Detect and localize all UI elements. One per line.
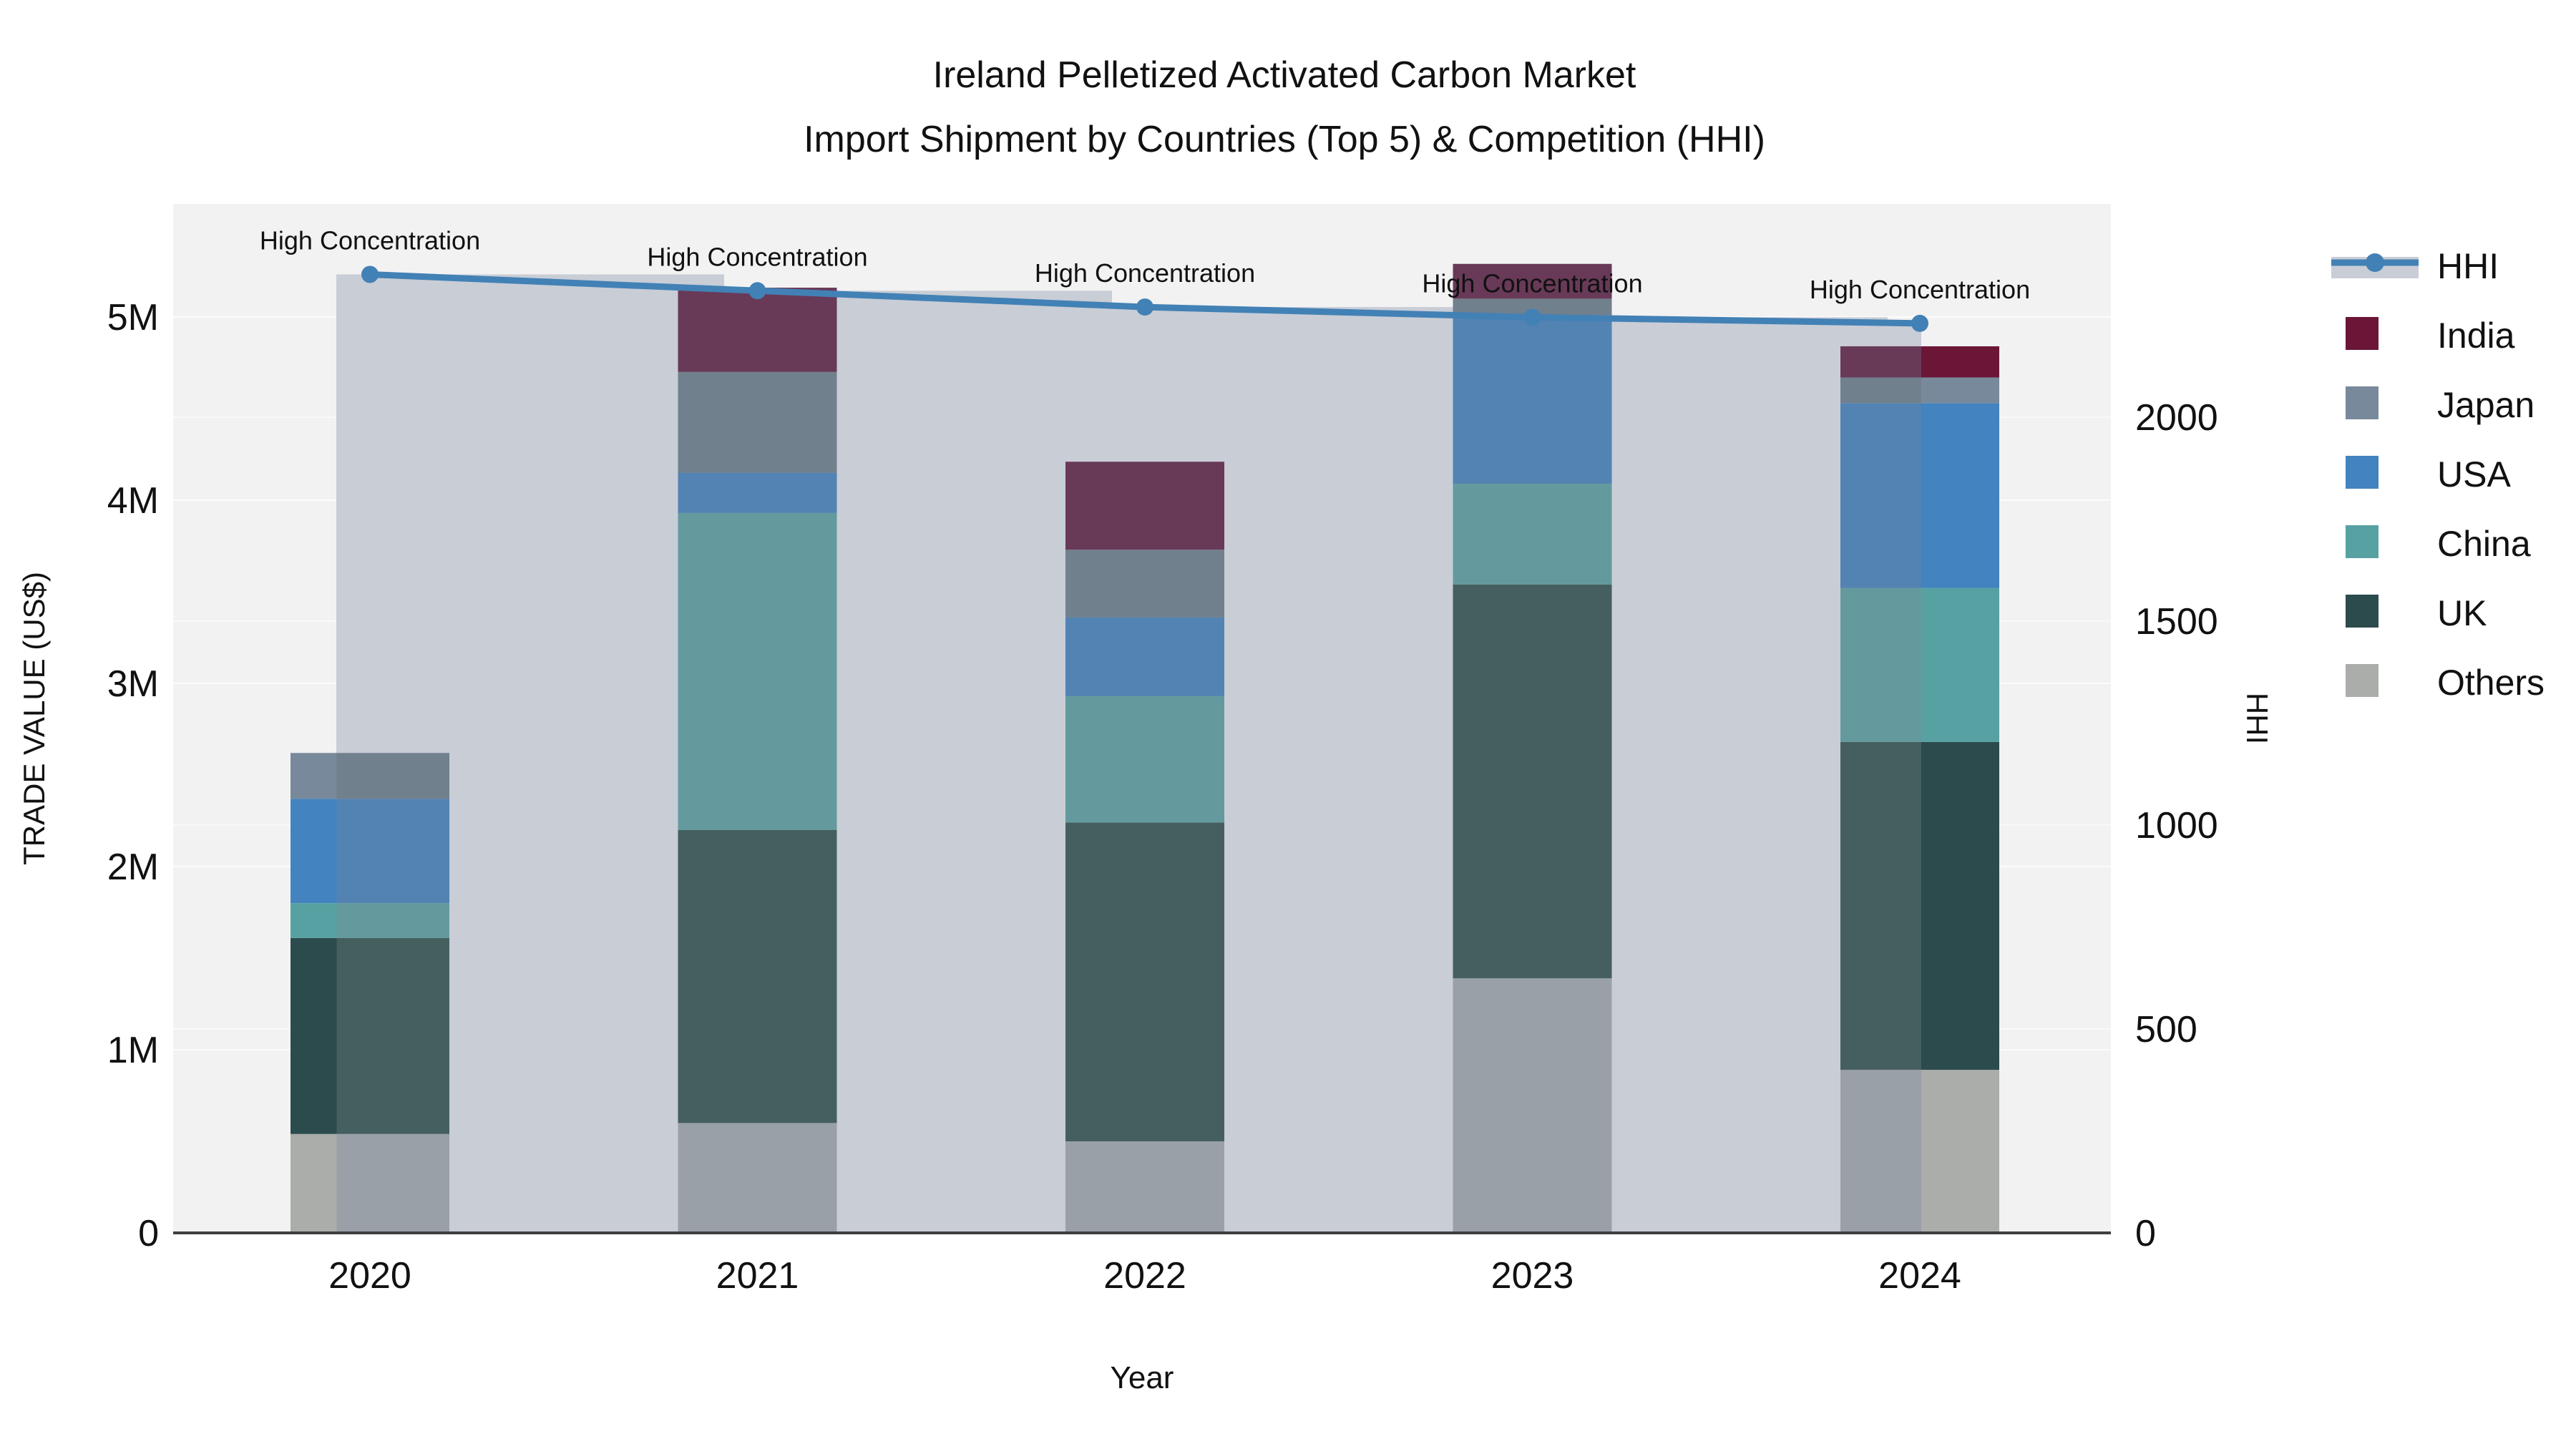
bar-segment-2021-usa[interactable]: [678, 472, 837, 513]
bar-segment-2023-uk[interactable]: [1453, 584, 1612, 979]
x-axis-title: Year: [1111, 1360, 1174, 1395]
x-tick-2020[interactable]: 2020: [328, 1255, 411, 1297]
y2-axis-title: HHI: [2240, 693, 2274, 744]
bar-segment-2023-china[interactable]: [1453, 483, 1612, 585]
stacked-bars: [291, 263, 1999, 1233]
bar-segment-2024-india[interactable]: [1840, 346, 1999, 378]
chart-title-line1: Ireland Pelletized Activated Carbon Mark…: [933, 54, 1636, 96]
legend-swatch-japan: [2346, 386, 2379, 419]
hhi-point-2022[interactable]: [1136, 298, 1153, 316]
bar-segment-2022-others[interactable]: [1065, 1141, 1224, 1233]
legend-label-uk: UK: [2437, 593, 2487, 633]
bar-segment-2022-japan[interactable]: [1065, 550, 1224, 618]
bar-segment-2022-uk[interactable]: [1065, 822, 1224, 1141]
hhi-point-2021[interactable]: [748, 282, 766, 300]
legend-label-others: Others: [2437, 663, 2545, 703]
bar-segment-2024-others[interactable]: [1840, 1070, 1999, 1233]
chart-title-line2: Import Shipment by Countries (Top 5) & C…: [804, 119, 1765, 160]
bar-segment-2022-india[interactable]: [1065, 462, 1224, 550]
bar-segment-2024-usa[interactable]: [1840, 403, 1999, 588]
y2-tick-1500: 1500: [2135, 601, 2218, 643]
x-tick-2021[interactable]: 2021: [716, 1255, 799, 1297]
y2-tick-1000: 1000: [2135, 805, 2218, 847]
legend-label-hhi: HHI: [2437, 246, 2499, 286]
legend-swatch-uk: [2346, 595, 2379, 628]
hhi-legend-marker-icon: [2366, 253, 2384, 272]
annotations: High Concentration High Concentration High…: [260, 226, 2030, 304]
bar-segment-2020-japan[interactable]: [291, 753, 449, 799]
bar-segment-2023-india[interactable]: [1453, 263, 1612, 299]
y2-tick-2000: 2000: [2135, 397, 2218, 439]
y-tick-0: 0: [138, 1213, 159, 1254]
legend-swatch-usa: [2346, 456, 2379, 489]
bar-segment-2020-uk[interactable]: [291, 937, 449, 1134]
legend-item-china[interactable]: China: [2346, 524, 2531, 564]
hhi-point-2023[interactable]: [1523, 308, 1541, 326]
bar-segment-2024-china[interactable]: [1840, 587, 1999, 742]
legend-item-uk[interactable]: UK: [2346, 593, 2487, 633]
bar-segment-2021-india[interactable]: [678, 288, 837, 372]
bar-segment-2024-japan[interactable]: [1840, 377, 1999, 404]
bar-segment-2021-japan[interactable]: [678, 371, 837, 473]
bar-segment-2021-uk[interactable]: [678, 829, 837, 1123]
bar-segment-2020-china[interactable]: [291, 903, 449, 938]
y2-tick-500: 500: [2135, 1009, 2197, 1050]
y-axis-title: TRADE VALUE (US$): [17, 572, 51, 865]
legend-item-usa[interactable]: USA: [2346, 454, 2511, 494]
bar-segment-2023-others[interactable]: [1453, 978, 1612, 1233]
bar-segment-2022-usa[interactable]: [1065, 617, 1224, 696]
bar-segment-2020-others[interactable]: [291, 1133, 449, 1233]
y2-tick-0: 0: [2135, 1213, 2156, 1254]
legend-swatch-india: [2346, 317, 2379, 350]
legend-label-japan: Japan: [2437, 385, 2534, 425]
y-tick-1M: 1M: [107, 1030, 159, 1071]
bar-segment-2023-usa[interactable]: [1453, 315, 1612, 484]
legend: HHI India Japan USA China UK Others: [2331, 246, 2545, 703]
bar-segment-2021-others[interactable]: [678, 1123, 837, 1233]
annotation-2023: High Concentration: [1422, 268, 1642, 298]
legend-label-usa: USA: [2437, 454, 2511, 494]
bar-segment-2024-uk[interactable]: [1840, 741, 1999, 1070]
x-tick-2024[interactable]: 2024: [1878, 1255, 1961, 1297]
legend-label-india: India: [2437, 316, 2515, 356]
hhi-point-2024[interactable]: [1911, 314, 1928, 332]
annotation-2022: High Concentration: [1035, 258, 1255, 288]
annotation-2020: High Concentration: [260, 226, 480, 255]
legend-item-india[interactable]: India: [2346, 316, 2515, 356]
legend-item-japan[interactable]: Japan: [2346, 385, 2534, 425]
legend-item-others[interactable]: Others: [2346, 663, 2545, 703]
legend-swatch-others: [2346, 664, 2379, 697]
annotation-2021: High Concentration: [647, 242, 867, 271]
bar-segment-2023-japan[interactable]: [1453, 298, 1612, 316]
y-tick-3M: 3M: [107, 663, 159, 705]
x-tick-2022[interactable]: 2022: [1103, 1255, 1186, 1297]
legend-swatch-china: [2346, 525, 2379, 558]
hhi-line: [361, 265, 1928, 332]
bar-segment-2022-china[interactable]: [1065, 696, 1224, 823]
y-tick-2M: 2M: [107, 847, 159, 888]
hhi-point-2020[interactable]: [361, 265, 379, 283]
bar-segment-2021-china[interactable]: [678, 512, 837, 830]
y-tick-5M: 5M: [107, 297, 159, 338]
annotation-2024: High Concentration: [1810, 275, 2030, 304]
x-tick-2023[interactable]: 2023: [1491, 1255, 1574, 1297]
bar-segment-2020-usa[interactable]: [291, 799, 449, 904]
tick-labels: 0 1M 2M 3M 4M 5M 0 500 1000 1500 2000 2020 2021 2022 2…: [107, 297, 2218, 1297]
y-tick-4M: 4M: [107, 480, 159, 522]
legend-label-china: China: [2437, 524, 2531, 564]
legend-item-hhi[interactable]: HHI: [2331, 246, 2499, 286]
